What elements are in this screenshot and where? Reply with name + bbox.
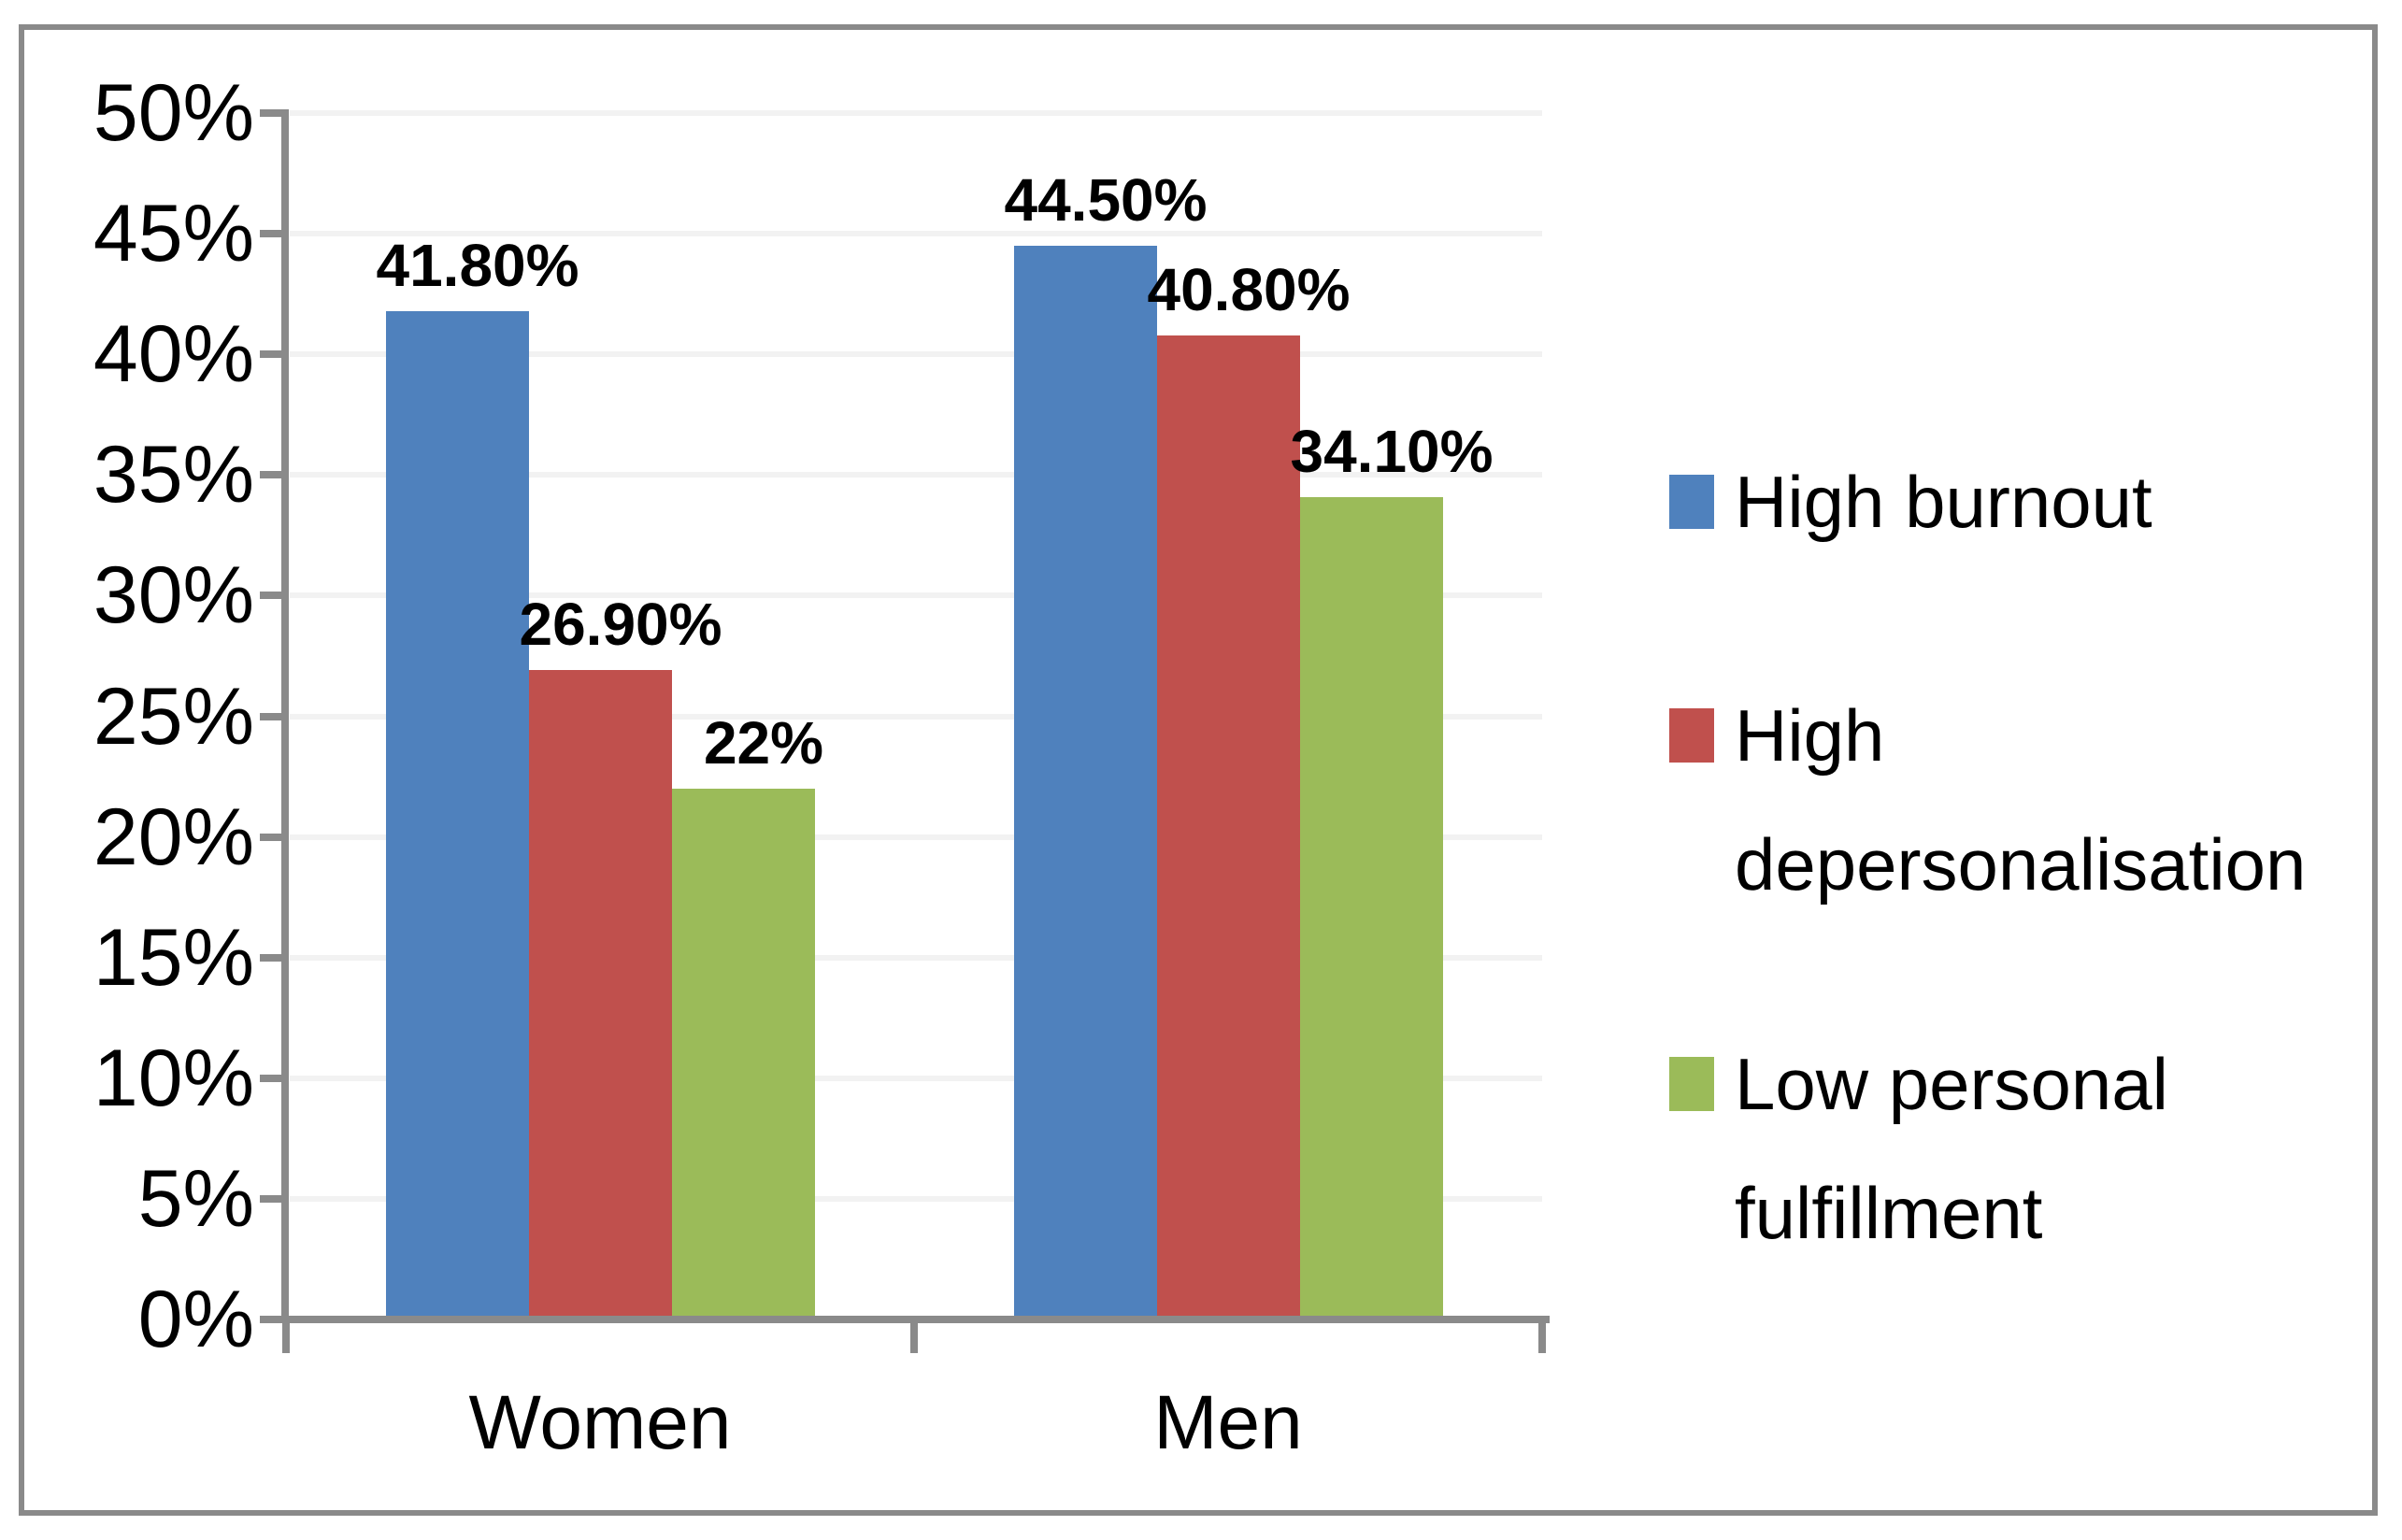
gridline-15pct [290, 954, 1542, 961]
gridline-5pct [290, 1195, 1542, 1202]
legend-label: Low personal fulfillment [1735, 1043, 2168, 1254]
legend-label: High depersonalisation [1735, 694, 2307, 905]
y-axis-tick-35pct [260, 471, 286, 479]
y-axis-tick-label: 45% [93, 189, 254, 279]
bar-men-green [1299, 496, 1443, 1319]
data-label: 22% [703, 708, 824, 777]
y-axis-tick-label: 35% [93, 430, 254, 520]
y-axis-tick-25pct [260, 712, 286, 720]
y-axis-tick-label: 30% [93, 550, 254, 641]
y-axis-tick-5pct [260, 1194, 286, 1203]
data-label: 26.90% [519, 591, 722, 659]
data-label: 40.80% [1147, 255, 1351, 323]
gridline-25pct [290, 713, 1542, 720]
legend: High burnout High depersonalisation Low pe… [1669, 0, 2380, 1540]
y-axis-tick-label: 15% [93, 912, 254, 1003]
legend-swatch-red [1669, 708, 1714, 763]
bar-women-green [671, 788, 815, 1319]
gridline-40pct [290, 351, 1542, 358]
y-axis-tick-label: 0% [137, 1275, 254, 1364]
y-axis-tick-label: 20% [93, 791, 254, 882]
y-axis-tick-20pct [260, 833, 286, 841]
y-axis-tick-label: 50% [93, 68, 254, 158]
x-axis-tick-0 [282, 1316, 290, 1353]
x-axis-tick-1 [910, 1316, 918, 1353]
y-axis-tick-0pct [260, 1316, 286, 1323]
y-axis-tick-50pct [260, 109, 286, 117]
x-axis-tick-2 [1538, 1316, 1546, 1353]
legend-label: High burnout [1735, 461, 2152, 543]
y-axis-tick-45pct [260, 230, 286, 238]
category-label-women: Women [468, 1380, 732, 1465]
data-label: 34.10% [1290, 417, 1494, 485]
y-axis-tick-15pct [260, 953, 286, 962]
gridline-45pct [290, 231, 1542, 237]
data-label: 41.80% [376, 231, 579, 299]
y-axis-tick-label: 40% [93, 309, 254, 400]
bar-women-blue [385, 310, 529, 1319]
y-axis-tick-30pct [260, 592, 286, 600]
category-label-men: Men [1153, 1380, 1303, 1465]
y-axis-tick-label: 25% [93, 671, 254, 762]
legend-swatch-blue [1669, 475, 1714, 529]
gridline-30pct [290, 592, 1542, 599]
bar-men-blue [1013, 246, 1157, 1319]
bar-men-red [1156, 335, 1300, 1319]
gridline-50pct [290, 110, 1542, 116]
gridline-35pct [290, 472, 1542, 478]
y-axis-tick-40pct [260, 350, 286, 359]
bar-women-red [528, 670, 672, 1319]
y-axis-tick-label: 5% [137, 1153, 254, 1244]
legend-swatch-green [1669, 1057, 1714, 1111]
y-axis-tick-label: 10% [93, 1033, 254, 1123]
y-axis-tick-10pct [260, 1074, 286, 1082]
data-label: 44.50% [1004, 166, 1208, 234]
gridline-20pct [290, 834, 1542, 840]
gridline-10pct [290, 1075, 1542, 1081]
